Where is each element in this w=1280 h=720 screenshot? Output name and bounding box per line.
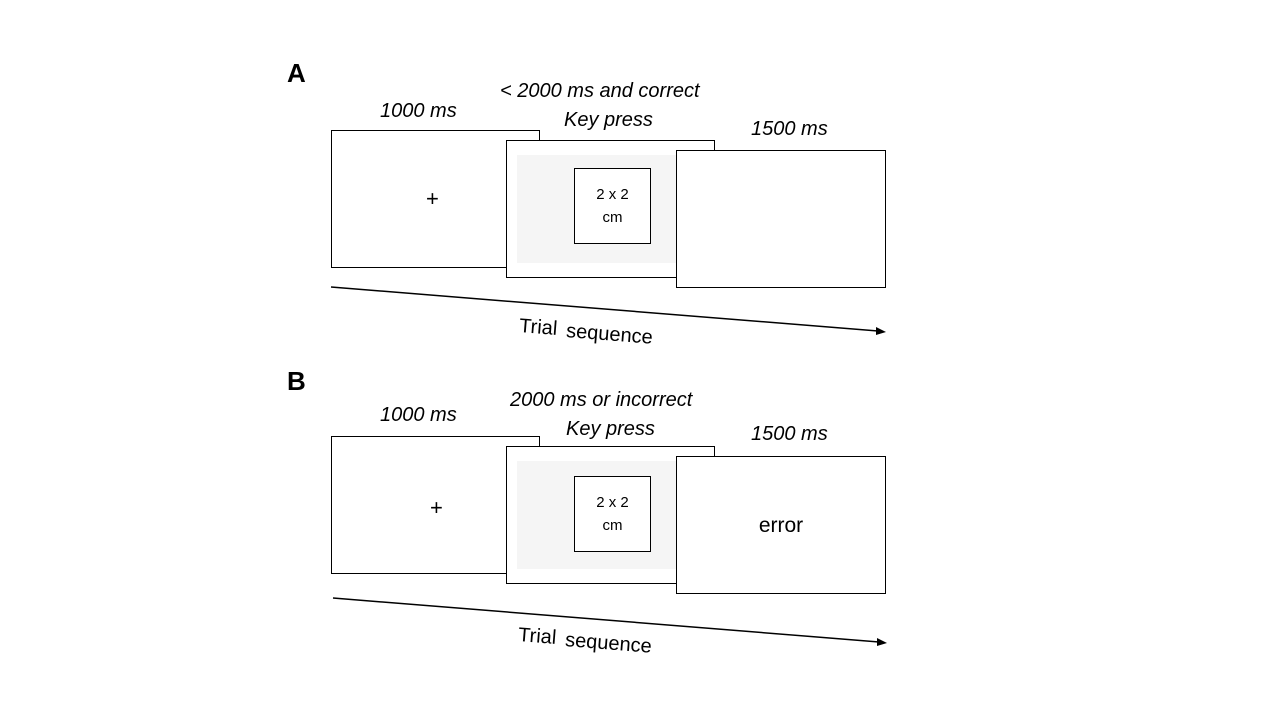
stimulus-condition-label: 2000 ms or incorrect (510, 389, 693, 411)
stimulus-response-label: Key press (566, 418, 655, 440)
timeline-label-word2: sequence (564, 629, 653, 658)
fixation-screen: + (331, 130, 540, 268)
panel-b: B 1000 ms 2000 ms or incorrect Key press… (0, 308, 1280, 658)
feedback-duration-label: 1500 ms (751, 423, 828, 445)
stimulus-condition-label: < 2000 ms and correct (500, 80, 700, 102)
stimulus-square: 2 x 2 cm (574, 476, 651, 552)
fixation-cross: + (426, 186, 439, 211)
stimulus-square: 2 x 2 cm (574, 168, 651, 244)
fixation-duration-label: 1000 ms (380, 404, 457, 426)
stimulus-size-line1: 2 x 2 (596, 494, 629, 511)
feedback-screen (676, 150, 886, 288)
panel-letter: A (287, 58, 306, 88)
fixation-duration-label: 1000 ms (380, 100, 457, 122)
stimulus-response-label: Key press (564, 109, 653, 131)
feedback-duration-label: 1500 ms (751, 118, 828, 140)
stimulus-size-line1: 2 x 2 (596, 186, 629, 203)
timeline-arrow (330, 286, 886, 335)
feedback-screen: error (676, 456, 886, 594)
panel-letter: B (287, 366, 306, 396)
stimulus-size-line2: cm (602, 517, 623, 534)
feedback-text: error (758, 514, 804, 537)
stimulus-size-line2: cm (602, 209, 623, 226)
fixation-screen: + (331, 436, 540, 574)
fixation-cross: + (430, 495, 443, 520)
panel-a: A 1000 ms < 2000 ms and correct Key pres… (0, 0, 1280, 349)
timeline-label-word1: Trial (517, 624, 558, 649)
timeline-arrow (332, 597, 887, 646)
